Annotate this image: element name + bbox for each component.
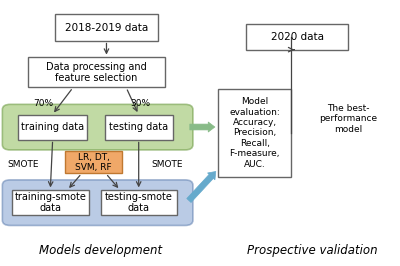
Text: LR, DT,
SVM, RF: LR, DT, SVM, RF <box>75 153 112 172</box>
FancyBboxPatch shape <box>28 57 166 88</box>
FancyBboxPatch shape <box>218 89 291 177</box>
FancyBboxPatch shape <box>246 24 348 50</box>
Text: 2020 data: 2020 data <box>270 32 324 42</box>
Text: 2018-2019 data: 2018-2019 data <box>65 23 148 32</box>
Text: training-smote
data: training-smote data <box>14 192 86 214</box>
Text: training data: training data <box>21 122 84 132</box>
FancyBboxPatch shape <box>12 190 89 215</box>
Text: SMOTE: SMOTE <box>8 160 39 169</box>
Text: testing-smote
data: testing-smote data <box>105 192 173 214</box>
Text: Prospective validation: Prospective validation <box>248 244 378 257</box>
FancyBboxPatch shape <box>65 151 122 173</box>
Text: 30%: 30% <box>130 98 150 107</box>
Text: Model
evaluation:
Accuracy,
Precision,
Recall,
F-measure,
AUC.: Model evaluation: Accuracy, Precision, R… <box>230 97 280 169</box>
FancyBboxPatch shape <box>104 115 173 139</box>
FancyBboxPatch shape <box>18 115 87 139</box>
Text: Data processing and
feature selection: Data processing and feature selection <box>46 62 147 83</box>
Text: testing data: testing data <box>109 122 168 132</box>
FancyBboxPatch shape <box>2 104 193 150</box>
FancyBboxPatch shape <box>2 180 193 226</box>
Text: SMOTE: SMOTE <box>152 160 183 169</box>
Text: The best-
performance
model: The best- performance model <box>319 104 377 134</box>
FancyBboxPatch shape <box>56 15 158 40</box>
FancyBboxPatch shape <box>100 190 177 215</box>
Text: Models development: Models development <box>39 244 162 257</box>
Text: 70%: 70% <box>34 98 54 107</box>
